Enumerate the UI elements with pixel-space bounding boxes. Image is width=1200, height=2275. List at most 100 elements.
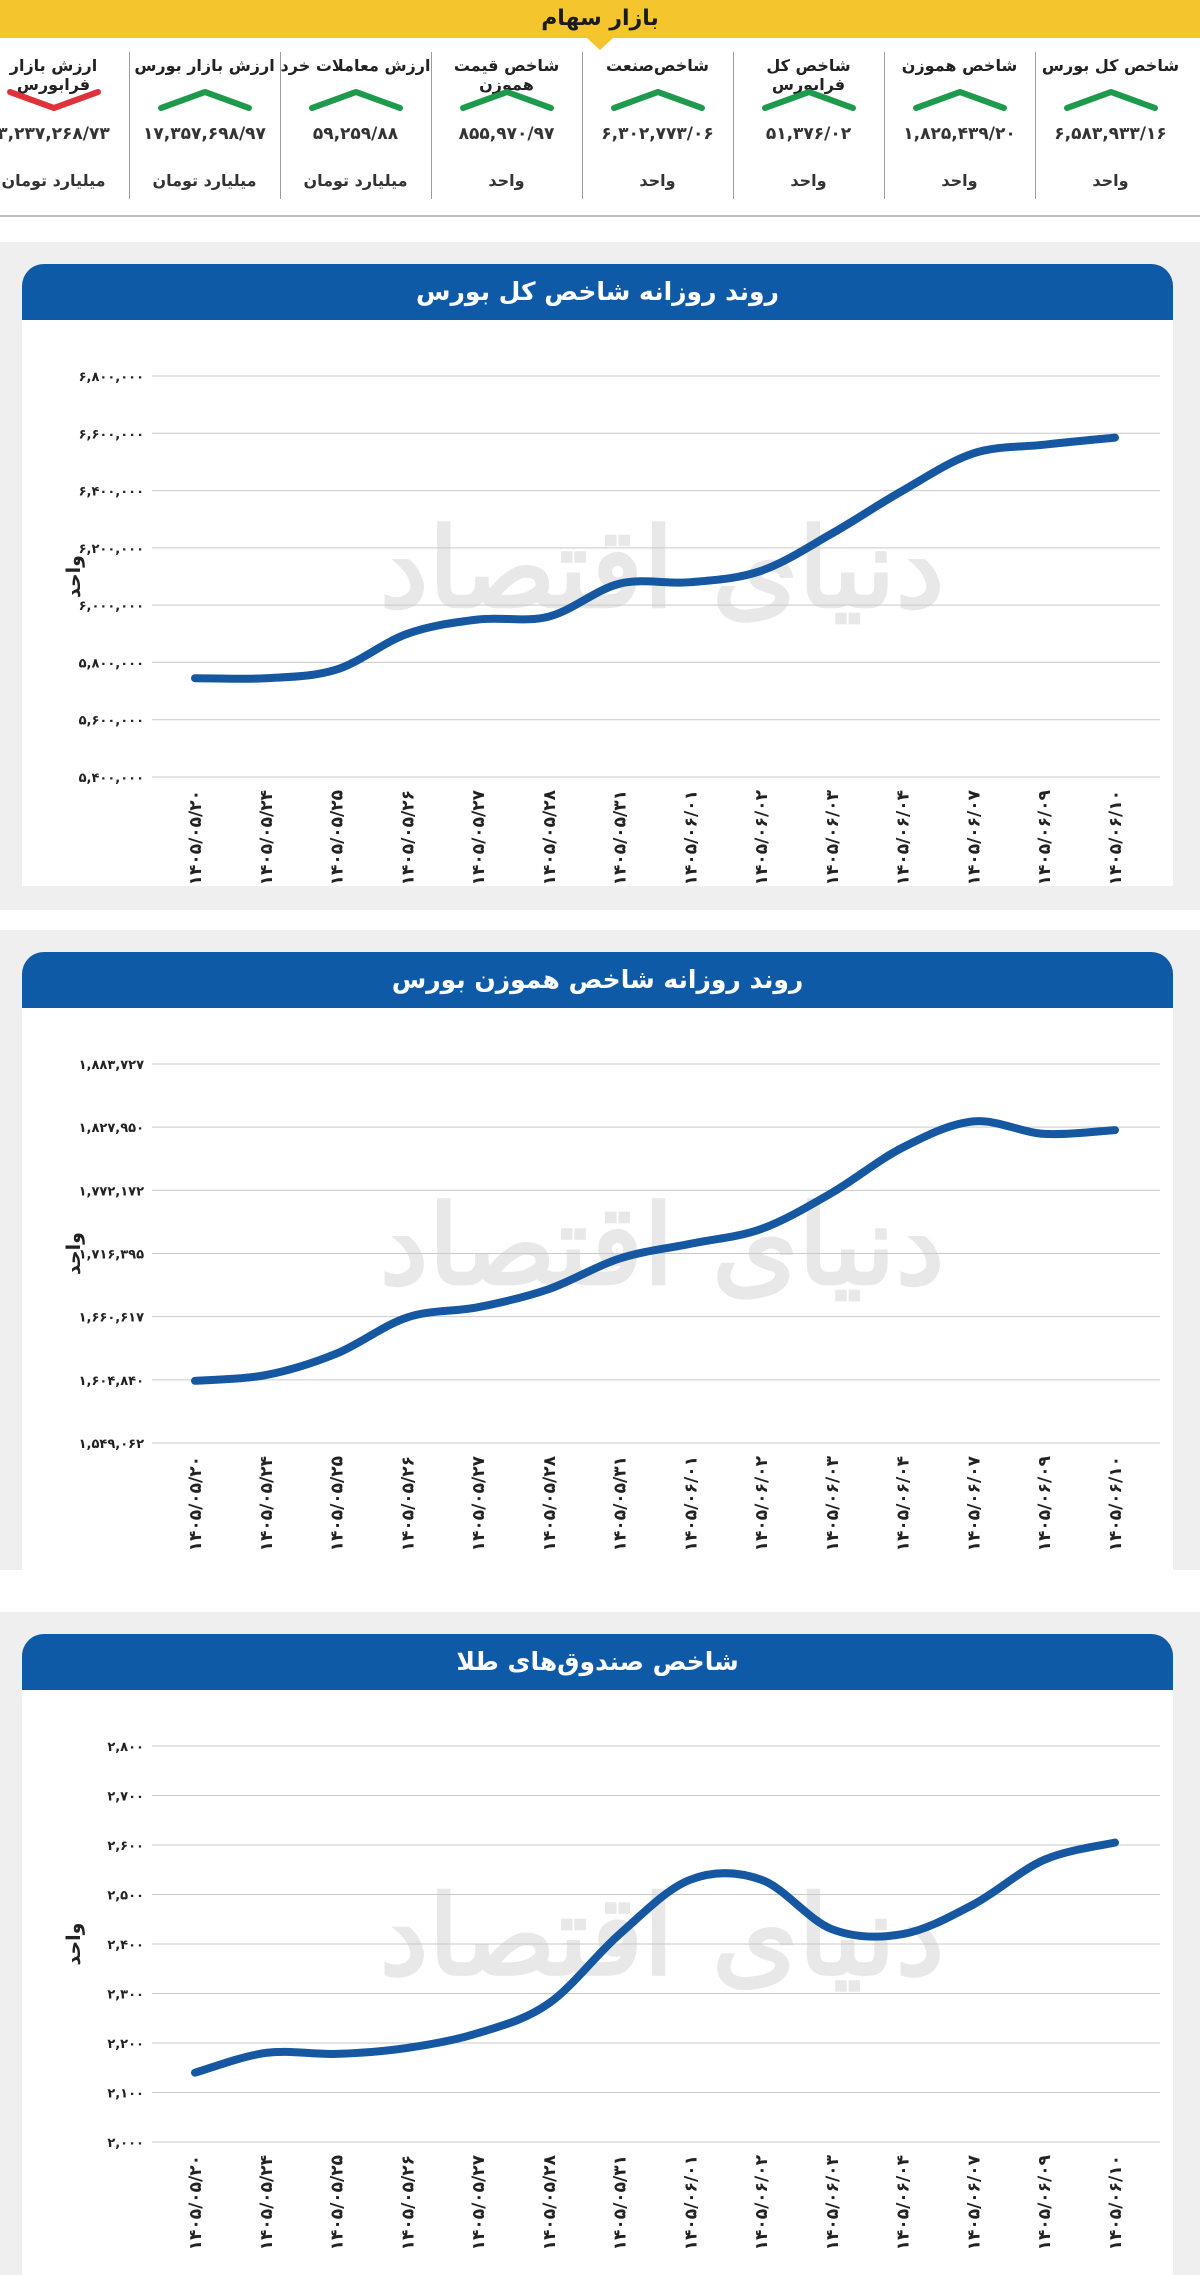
x-tick-label: ۱۴۰۵/۰۵/۲۸ bbox=[540, 1455, 560, 1551]
data-point bbox=[1114, 437, 1116, 439]
y-axis-label: واحد bbox=[63, 1923, 85, 1966]
x-tick-label: ۱۴۰۵/۰۶/۰۴ bbox=[894, 2155, 914, 2250]
ticker-separator bbox=[129, 52, 130, 199]
ticker-label: شاخص هموزن bbox=[901, 56, 1018, 75]
data-point bbox=[902, 1933, 904, 1935]
y-axis-label: واحد bbox=[63, 555, 85, 598]
chart-gold-funds: دنیای اقتصاد۲,۰۰۰۲,۱۰۰۲,۲۰۰۲,۳۰۰۲,۴۰۰۲,۵… bbox=[63, 1740, 1160, 2250]
data-point bbox=[194, 677, 196, 679]
data-point bbox=[194, 2072, 196, 2074]
header-bar bbox=[0, 0, 1200, 38]
ticker-unit: واحد bbox=[639, 171, 676, 190]
ticker-item: شاخص هموزن ۱,۸۲۵,۴۳۹/۲۰ واحد bbox=[884, 52, 1035, 215]
x-tick-label: ۱۴۰۵/۰۵/۲۰ bbox=[186, 2155, 206, 2250]
x-tick-label: ۱۴۰۵/۰۶/۰۴ bbox=[894, 1456, 914, 1551]
ticker-unit: میلیارد تومان bbox=[1, 171, 106, 190]
x-tick-label: ۱۴۰۵/۰۶/۱۰ bbox=[1106, 2155, 1126, 2250]
x-tick-label: ۱۴۰۵/۰۵/۲۷ bbox=[469, 2154, 489, 2250]
trend-up-icon bbox=[158, 89, 252, 111]
chart-panel-equal-weight: روند روزانه شاخص هموزن بورس دنیای اقتصاد… bbox=[22, 952, 1173, 1570]
data-point bbox=[1114, 1842, 1116, 1844]
data-point bbox=[619, 1257, 621, 1259]
y-tick-label: ۲,۶۰۰ bbox=[107, 1839, 144, 1854]
ticker-item: ارزش بازار فرابورس ۳,۲۳۷,۲۶۸/۷۳ میلیارد تو… bbox=[0, 52, 129, 215]
chart-title-gold-funds: شاخص صندوق‌های طلا bbox=[22, 1634, 1173, 1690]
trend-up-icon bbox=[611, 89, 705, 111]
ticker-label: شاخص کل بورس bbox=[1041, 56, 1180, 75]
data-point bbox=[477, 618, 479, 620]
x-tick-label: ۱۴۰۵/۰۵/۲۰ bbox=[186, 790, 206, 885]
x-tick-label: ۱۴۰۵/۰۶/۰۳ bbox=[823, 789, 843, 885]
x-tick-label: ۱۴۰۵/۰۵/۲۸ bbox=[540, 2154, 560, 2250]
ticker-separator bbox=[884, 52, 885, 199]
trend-up-icon bbox=[309, 89, 403, 111]
header-notch bbox=[587, 38, 613, 50]
y-tick-label: ۵,۶۰۰,۰۰۰ bbox=[79, 714, 144, 729]
data-point bbox=[265, 1374, 267, 1376]
ticker-value: ۱,۸۲۵,۴۳۹/۲۰ bbox=[903, 124, 1016, 144]
y-tick-label: ۲,۱۰۰ bbox=[107, 2087, 144, 2102]
chart-band-total-index: روند روزانه شاخص کل بورس دنیای اقتصاد ۵,۴… bbox=[0, 242, 1200, 910]
ticker-value: ۶,۳۰۲,۷۷۳/۰۶ bbox=[601, 124, 714, 144]
ticker-separator bbox=[280, 52, 281, 199]
data-point bbox=[902, 1146, 904, 1148]
watermark-text: دنیای اقتصاد bbox=[380, 504, 945, 633]
y-tick-label: ۶,۴۰۰,۰۰۰ bbox=[79, 485, 144, 500]
x-tick-label: ۱۴۰۵/۰۶/۰۲ bbox=[752, 2154, 772, 2250]
y-tick-label: ۲,۳۰۰ bbox=[107, 1988, 144, 2003]
series-line bbox=[191, 433, 1119, 683]
ticker-item: شاخص کل فرابورس ۵۱,۳۷۶/۰۲ واحد bbox=[733, 52, 884, 215]
data-point bbox=[336, 2053, 338, 2055]
ticker-label: شاخص‌صنعت bbox=[605, 56, 710, 75]
ticker-label: ارزش بازار بورس bbox=[134, 56, 275, 75]
data-point bbox=[760, 570, 762, 572]
x-tick-label: ۱۴۰۵/۰۶/۰۹ bbox=[1035, 1455, 1055, 1551]
x-tick-label: ۱۴۰۵/۰۵/۲۴ bbox=[257, 1456, 277, 1551]
data-point bbox=[689, 1879, 691, 1881]
y-tick-label: ۶,۰۰۰,۰۰۰ bbox=[79, 599, 144, 614]
ticker-unit: واحد bbox=[1092, 171, 1129, 190]
trend-up-icon bbox=[460, 89, 554, 111]
data-point bbox=[548, 616, 550, 618]
ticker-value: ۱۷,۳۵۷,۶۹۸/۹۷ bbox=[143, 124, 266, 144]
ticker-unit: واحد bbox=[941, 171, 978, 190]
data-point bbox=[689, 581, 691, 583]
data-point bbox=[689, 1243, 691, 1245]
y-tick-label: ۵,۸۰۰,۰۰۰ bbox=[79, 656, 144, 671]
y-tick-label: ۱,۷۷۲,۱۷۲ bbox=[79, 1184, 144, 1199]
data-point bbox=[760, 1879, 762, 1881]
x-tick-label: ۱۴۰۵/۰۶/۰۹ bbox=[1035, 789, 1055, 885]
x-tick-label: ۱۴۰۵/۰۶/۰۴ bbox=[894, 790, 914, 885]
data-point bbox=[336, 1353, 338, 1355]
data-point bbox=[831, 1192, 833, 1194]
ticker-unit: واحد bbox=[488, 171, 525, 190]
y-tick-label: ۲,۰۰۰ bbox=[107, 2136, 144, 2151]
x-tick-label: ۱۴۰۵/۰۶/۰۱ bbox=[681, 1456, 701, 1551]
y-tick-label: ۶,۶۰۰,۰۰۰ bbox=[79, 427, 144, 442]
chart-panel-gold-funds: شاخص صندوق‌های طلا دنیای اقتصاد ۲,۰۰۰ ۲,۱۰… bbox=[22, 1634, 1173, 2275]
ticker-value: ۶,۵۸۳,۹۳۳/۱۶ bbox=[1054, 124, 1167, 144]
y-tick-label: ۱,۸۲۷,۹۵۰ bbox=[79, 1121, 144, 1136]
ticker-unit: میلیارد تومان bbox=[303, 171, 408, 190]
x-tick-label: ۱۴۰۵/۰۵/۲۶ bbox=[398, 2155, 418, 2250]
x-tick-label: ۱۴۰۵/۰۵/۲۵ bbox=[328, 1456, 348, 1551]
y-tick-label: ۲,۵۰۰ bbox=[107, 1889, 144, 1904]
ticker-label: ارزش معاملات خرد bbox=[280, 56, 431, 75]
x-tick-label: ۱۴۰۵/۰۵/۲۵ bbox=[328, 2155, 348, 2250]
x-tick-label: ۱۴۰۵/۰۵/۲۶ bbox=[398, 1456, 418, 1551]
y-tick-label: ۵,۴۰۰,۰۰۰ bbox=[79, 771, 144, 786]
data-point bbox=[831, 1928, 833, 1930]
x-tick-label: ۱۴۰۵/۰۵/۲۴ bbox=[257, 2155, 277, 2250]
chart-total-index: دنیای اقتصاد ۵,۴۰۰,۰۰۰ ۵,۶۰۰,۰۰۰ ۵,۸۰۰,۰۰۰ ۶… bbox=[63, 370, 1160, 885]
chart-band-equal-weight: روند روزانه شاخص هموزن بورس دنیای اقتصاد… bbox=[0, 930, 1200, 1570]
y-tick-label: ۲,۷۰۰ bbox=[107, 1790, 144, 1805]
y-tick-label: ۶,۸۰۰,۰۰۰ bbox=[79, 370, 144, 385]
data-point bbox=[972, 1903, 974, 1905]
market-ticker: شاخص کل بورس ۶,۵۸۳,۹۳۳/۱۶ واحد شاخص هموزن ۱,… bbox=[0, 52, 1200, 217]
ticker-separator bbox=[1035, 52, 1036, 199]
chart-band-gold-funds: شاخص صندوق‌های طلا دنیای اقتصاد ۲,۰۰۰ ۲,۱۰… bbox=[0, 1612, 1200, 2275]
ticker-item: شاخص کل بورس ۶,۵۸۳,۹۳۳/۱۶ واحد bbox=[1035, 52, 1186, 215]
y-tick-label: ۱,۶۰۴,۸۴۰ bbox=[79, 1374, 144, 1389]
y-axis-label: واحد bbox=[63, 1232, 85, 1275]
ticker-value: ۵۱,۳۷۶/۰۲ bbox=[765, 124, 852, 144]
